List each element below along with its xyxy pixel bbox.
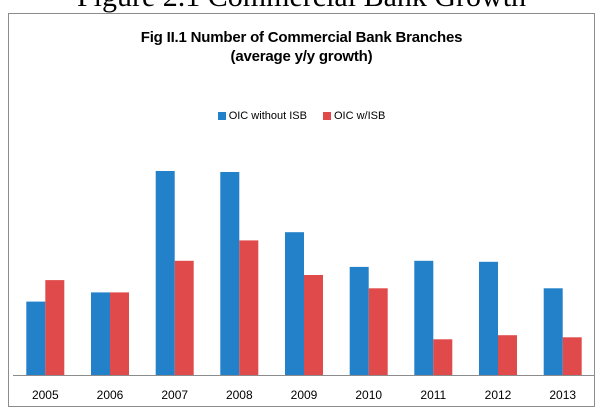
legend-swatch-series-1 (217, 112, 226, 120)
bar-1-2009 (285, 232, 304, 375)
bar-1-2012 (479, 261, 498, 375)
bar-2-2006 (110, 292, 129, 375)
legend-swatch-series-2 (322, 112, 331, 120)
bar-1-2011 (414, 260, 434, 375)
bar-2-2012 (498, 335, 517, 375)
bar-1-2010 (349, 266, 369, 375)
chart-legend: OIC without ISB OIC w/ISB (0, 110, 603, 122)
bar-2-2008 (239, 240, 259, 375)
legend-label-series-2: OIC w/ISB (333, 110, 386, 122)
legend-label-series-1: OIC without ISB (228, 110, 307, 122)
bar-2-2005 (45, 280, 65, 375)
x-tick-label: 2005 (32, 388, 59, 402)
header-text: Figure 2.1 Commercial Bank Growth (0, 0, 603, 14)
bar-1-2013 (543, 288, 563, 375)
bar-2-2013 (562, 337, 582, 375)
x-tick-label: 2007 (161, 388, 188, 402)
legend-item-series-2: OIC w/ISB (322, 110, 386, 122)
bar-1-2005 (26, 301, 46, 375)
bar-2-2010 (368, 288, 388, 375)
bar-2-2011 (433, 339, 453, 375)
bar-1-2007 (155, 171, 175, 375)
bar-1-2008 (220, 172, 240, 375)
bars-group (26, 171, 582, 375)
bar-1-2006 (91, 292, 110, 375)
chart-title: Fig II.1 Number of Commercial Bank Branc… (140, 29, 463, 46)
x-tick-label: 2006 (97, 388, 124, 402)
x-tick-label: 2011 (420, 388, 446, 402)
bar-2-2009 (304, 275, 323, 375)
x-tick-label: 2008 (226, 388, 253, 402)
x-tick-labels: 2005 2006 2007 2008 2009 2010 2011 2012 2013 (32, 388, 576, 402)
x-tick-label: 2013 (549, 388, 576, 402)
x-tick-label: 2012 (485, 388, 512, 402)
chart-subtitle: (average y/y growth) (230, 48, 373, 65)
x-tick-label: 2010 (355, 388, 382, 402)
x-tick-label: 2009 (291, 388, 318, 402)
legend-item-series-1: OIC without ISB (217, 110, 307, 122)
bar-2-2007 (174, 260, 194, 375)
